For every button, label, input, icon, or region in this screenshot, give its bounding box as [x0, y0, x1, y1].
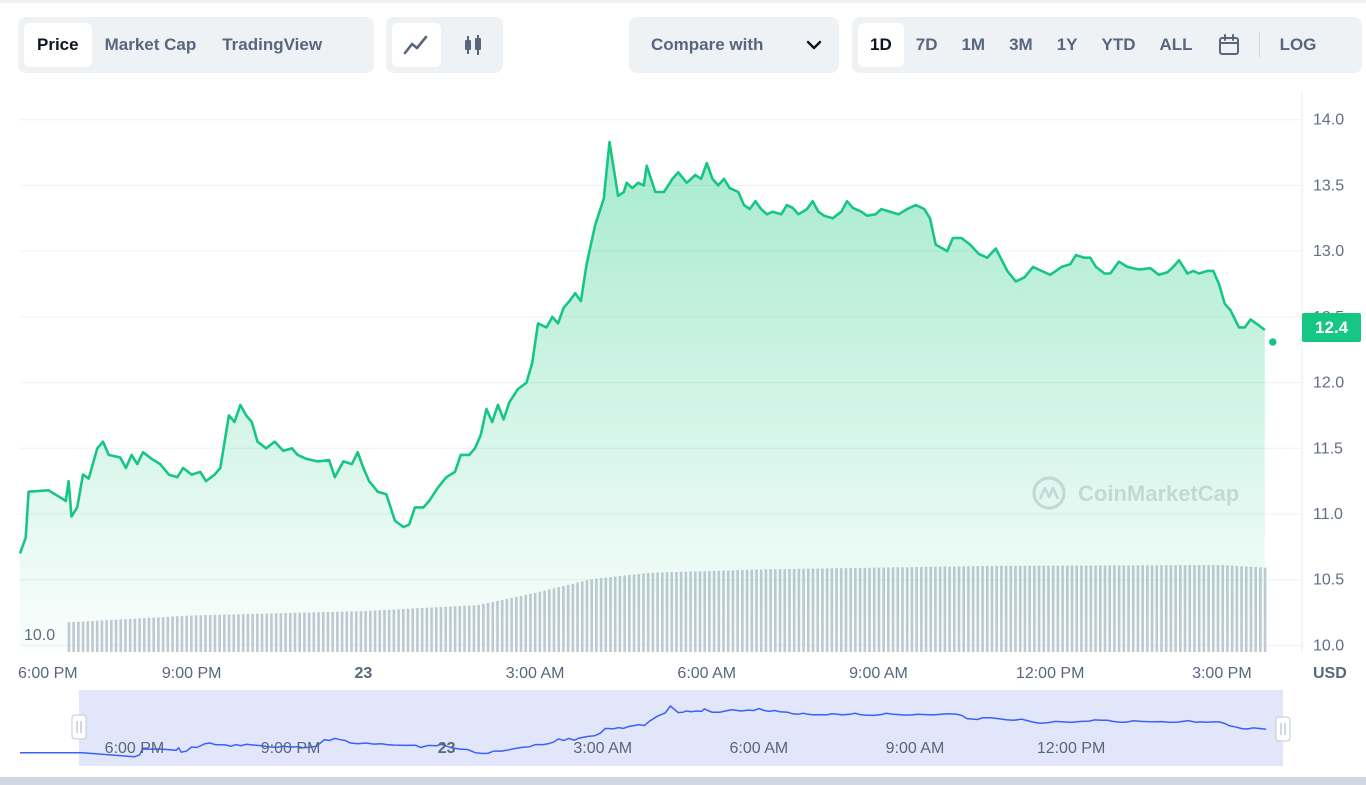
navigator-left-handle[interactable]	[71, 714, 87, 740]
coinmarketcap-watermark: CoinMarketCap	[1032, 476, 1239, 510]
current-price-dot	[1267, 336, 1279, 348]
chart-type-toggle	[386, 17, 503, 73]
navigator-line	[20, 704, 1267, 758]
y-tick-label: 12.0	[1313, 375, 1344, 392]
range-all[interactable]: ALL	[1159, 35, 1193, 54]
navigator-x-tick-label: 9:00 PM	[261, 740, 321, 757]
x-axis-ticks: 6:00 PM 9:00 PM 23 3:00 AM 6:00 AM 9:00 AM 12:…	[18, 665, 1252, 682]
y-tick-label: 11.0	[1313, 506, 1343, 523]
compare-with-dropdown[interactable]: Compare with	[629, 17, 839, 73]
line-chart-icon	[403, 35, 428, 55]
y-tick-label: 10.0	[1313, 637, 1344, 654]
range-1d[interactable]: 1D	[858, 23, 904, 67]
candlestick-icon	[464, 35, 481, 55]
compare-with-label: Compare with	[651, 35, 764, 54]
range-3m[interactable]: 3M	[1009, 35, 1033, 54]
log-scale-toggle[interactable]: LOG	[1279, 35, 1317, 54]
current-price-badge: 12.4	[1302, 313, 1361, 342]
y-tick-label: 14.0	[1313, 112, 1344, 129]
range-1y[interactable]: 1Y	[1056, 35, 1078, 54]
calendar-icon	[1218, 34, 1239, 55]
x-tick-label: 23	[354, 665, 372, 682]
volume-min-label: 10.0	[24, 627, 55, 644]
line-chart-button[interactable]	[392, 23, 441, 67]
time-range-tabs: 1D 7D 1M 3M 1Y YTD ALL LOG	[852, 17, 1362, 73]
y-axis-ticks: 10.010.511.011.512.012.513.013.514.0	[1313, 112, 1344, 655]
y-tick-label: 13.0	[1313, 243, 1344, 260]
chevron-down-icon	[806, 40, 822, 50]
range-1m[interactable]: 1M	[961, 35, 986, 54]
y-tick-label: 11.5	[1313, 440, 1343, 457]
currency-label: USD	[1313, 665, 1347, 682]
x-tick-label: 9:00 PM	[162, 665, 222, 682]
bottom-border	[0, 777, 1366, 785]
navigator-selection[interactable]	[79, 690, 1283, 766]
price-area-fill	[20, 142, 1265, 652]
x-tick-label: 3:00 PM	[1192, 665, 1252, 682]
tab-tradingview[interactable]: TradingView	[222, 35, 323, 54]
tab-market-cap[interactable]: Market Cap	[104, 35, 197, 54]
range-7d[interactable]: 7D	[915, 35, 938, 54]
range-navigator[interactable]: 6:00 PM 9:00 PM 23 3:00 AM 6:00 AM 9:00 AM 12:…	[20, 690, 1300, 766]
range-separator	[1258, 32, 1260, 58]
navigator-x-tick-label: 3:00 AM	[573, 740, 632, 757]
navigator-x-tick-label: 12:00 PM	[1037, 740, 1105, 757]
x-tick-label: 9:00 AM	[849, 665, 908, 682]
x-tick-label: 3:00 AM	[506, 665, 565, 682]
x-tick-label: 6:00 AM	[677, 665, 736, 682]
watermark-text: CoinMarketCap	[1078, 481, 1239, 506]
date-picker-button[interactable]	[1205, 23, 1253, 67]
volume-bar	[1263, 567, 1267, 652]
x-tick-label: 12:00 PM	[1016, 665, 1084, 682]
navigator-x-ticks: 6:00 PM 9:00 PM 23 3:00 AM 6:00 AM 9:00 AM 12:…	[105, 740, 1106, 757]
data-type-tabs: Price Market Cap TradingView	[18, 17, 374, 73]
price-line[interactable]	[18, 140, 1266, 554]
candlestick-chart-button[interactable]	[449, 23, 498, 67]
navigator-x-tick-label: 6:00 PM	[105, 740, 165, 757]
range-ytd[interactable]: YTD	[1101, 35, 1136, 54]
x-tick-label: 6:00 PM	[18, 665, 78, 682]
navigator-x-tick-label: 9:00 AM	[886, 740, 945, 757]
tab-price[interactable]: Price	[24, 23, 92, 67]
top-divider	[0, 0, 1366, 3]
y-tick-label: 10.5	[1313, 572, 1344, 589]
y-tick-label: 13.5	[1313, 177, 1344, 194]
navigator-x-tick-label: 23	[438, 740, 456, 757]
navigator-x-tick-label: 6:00 AM	[730, 740, 789, 757]
navigator-right-handle[interactable]	[1275, 716, 1291, 742]
current-price-label: 12.4	[1315, 318, 1349, 337]
